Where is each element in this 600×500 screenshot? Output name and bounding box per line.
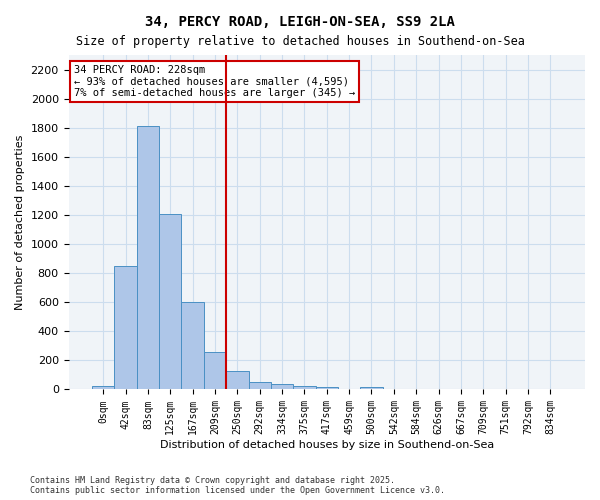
Bar [181,302,204,390]
Bar [271,384,293,390]
Y-axis label: Number of detached properties: Number of detached properties [15,134,25,310]
Bar [226,370,248,390]
X-axis label: Distribution of detached houses by size in Southend-on-Sea: Distribution of detached houses by size … [160,440,494,450]
Bar [92,386,115,390]
Text: 34, PERCY ROAD, LEIGH-ON-SEA, SS9 2LA: 34, PERCY ROAD, LEIGH-ON-SEA, SS9 2LA [145,15,455,29]
Bar [115,266,137,390]
Bar [293,386,316,390]
Text: Contains HM Land Registry data © Crown copyright and database right 2025.
Contai: Contains HM Land Registry data © Crown c… [30,476,445,495]
Bar [204,352,226,390]
Text: Size of property relative to detached houses in Southend-on-Sea: Size of property relative to detached ho… [76,35,524,48]
Text: 34 PERCY ROAD: 228sqm
← 93% of detached houses are smaller (4,595)
7% of semi-de: 34 PERCY ROAD: 228sqm ← 93% of detached … [74,65,355,98]
Bar [248,382,271,390]
Bar [361,386,383,390]
Bar [137,126,159,390]
Bar [316,386,338,390]
Bar [159,214,181,390]
